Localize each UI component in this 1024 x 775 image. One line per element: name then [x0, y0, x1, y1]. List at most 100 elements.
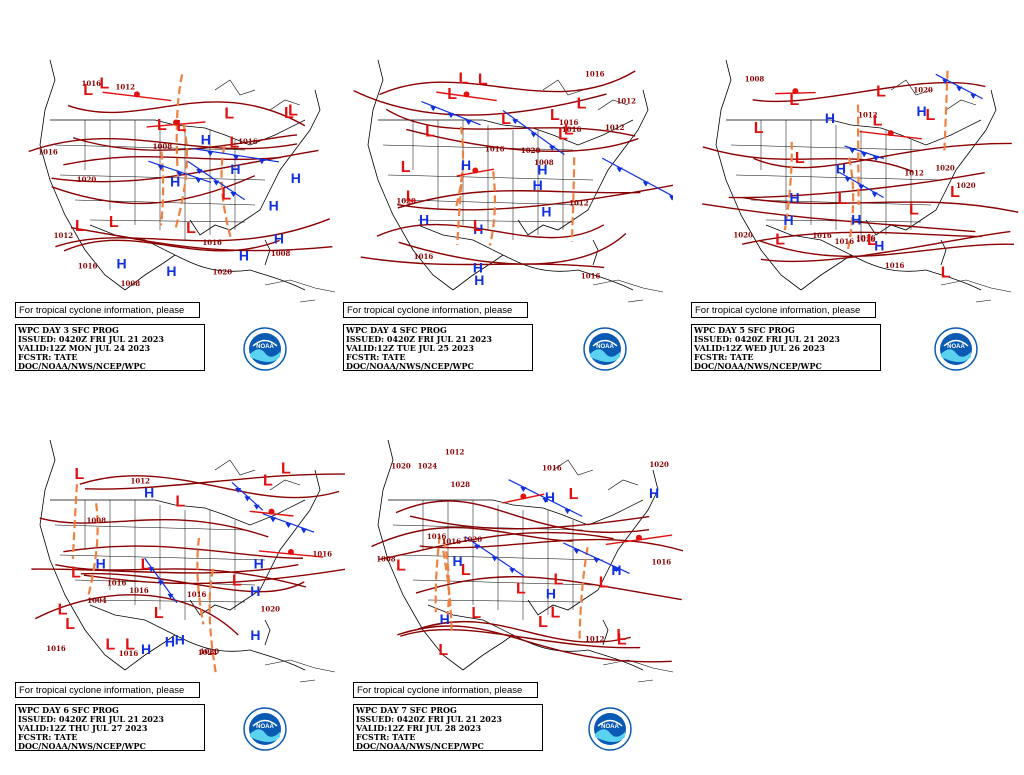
isobar-label: 1028	[451, 480, 471, 489]
cold-front-barb	[642, 181, 649, 187]
isobar-label: 1016	[542, 464, 562, 473]
isobar-label: 1016	[427, 532, 447, 541]
cold-front-barb	[593, 558, 600, 564]
cold-front-barb	[512, 119, 519, 125]
trough-line	[783, 141, 793, 231]
cold-front-barb	[430, 106, 437, 112]
isobar	[395, 500, 650, 534]
isobar-label: 1020	[956, 181, 976, 190]
low-pressure-marker: L	[795, 150, 805, 167]
trough-line	[159, 151, 165, 226]
noaa-logo: NOAA	[934, 327, 978, 371]
low-pressure-marker: L	[401, 159, 411, 176]
isobar-label: 1008	[534, 158, 554, 167]
trough-line	[220, 145, 233, 241]
cold-front-barb	[520, 487, 527, 493]
low-pressure-marker: L	[438, 642, 448, 659]
isobar-label: 1012	[858, 111, 878, 120]
isobar	[397, 190, 641, 209]
noaa-emblem-icon: NOAA	[243, 707, 287, 751]
isobar	[742, 196, 1019, 213]
low-pressure-marker: L	[458, 71, 468, 88]
low-pressure-marker: L	[554, 571, 564, 588]
prog-panel-day3: 1008 1008 1008 1012 1016 1020 1016 1020 1012 1016…	[15, 50, 345, 395]
noaa-logo-text: NOAA	[256, 724, 274, 730]
high-pressure-marker: H	[166, 263, 176, 279]
caribbean-islands	[592, 279, 664, 303]
prog-org: DOC/NOAA/NWS/NCEP/WPC	[356, 741, 484, 751]
prog-forecaster: FCSTR: TATE	[18, 732, 78, 742]
low-pressure-marker: L	[288, 102, 298, 119]
isobar	[400, 628, 641, 649]
isobar	[728, 172, 985, 199]
isobar-label: 1012	[54, 231, 74, 240]
trough-line	[196, 537, 205, 625]
low-pressure-marker: L	[950, 184, 960, 201]
caribbean-islands	[940, 279, 1012, 303]
isobar	[353, 90, 607, 116]
trough-line	[208, 568, 217, 674]
high-pressure-marker: H	[269, 197, 279, 213]
prog-org: DOC/NOAA/NWS/NCEP/WPC	[18, 361, 146, 371]
isobar	[79, 475, 340, 499]
isobar-label: 1012	[115, 83, 135, 92]
isobar	[397, 184, 673, 211]
state-boundary	[84, 500, 236, 620]
cold-front-barb	[474, 544, 481, 550]
warm-front-bump	[287, 548, 294, 555]
noaa-emblem-icon: NOAA	[934, 327, 978, 371]
isobar-label: 1016	[652, 557, 672, 566]
isobar-label: 1020	[521, 146, 541, 155]
isobar	[63, 239, 280, 252]
high-pressure-marker: H	[96, 555, 106, 571]
cold-front-barb	[195, 178, 202, 184]
isobar-label: 1016	[885, 261, 905, 270]
isobar	[34, 594, 239, 636]
trough-line	[578, 547, 589, 641]
isobar-label: 1012	[616, 96, 636, 105]
isobar	[752, 81, 986, 103]
cold-front-barb	[270, 517, 277, 523]
isobar-label: 1008	[271, 249, 291, 258]
coastline	[367, 59, 649, 291]
cold-front-barb	[258, 159, 265, 165]
noaa-logo-text: NOAA	[596, 344, 614, 350]
prog-info-box: WPC DAY 6 SFC PROG ISSUED: 0420Z FRI JUL…	[15, 704, 205, 751]
high-pressure-marker: H	[851, 211, 861, 227]
prog-title: WPC DAY 4 SFC PROG	[346, 325, 447, 335]
low-pressure-marker: L	[550, 107, 560, 124]
great-lakes	[542, 79, 629, 111]
cold-front-barb	[871, 192, 878, 198]
isobar	[376, 223, 605, 239]
isobar-label: 1020	[935, 164, 955, 173]
cold-front-barb	[157, 580, 164, 586]
high-pressure-marker: H	[836, 161, 846, 177]
warm-front-bump	[463, 91, 470, 98]
tropical-cyclone-note: For tropical cyclone information, please…	[15, 302, 200, 318]
great-lakes	[890, 79, 977, 111]
low-pressure-marker: L	[925, 107, 935, 124]
low-pressure-marker: L	[564, 122, 574, 139]
high-pressure-marker: H	[916, 103, 926, 119]
cold-front-barb	[176, 171, 183, 177]
isobar	[378, 531, 614, 561]
warm-front-bump	[472, 167, 479, 174]
isobar-label: 1012	[904, 168, 924, 177]
isobar-label: 1016	[856, 235, 876, 244]
isobar-label: 1012	[569, 198, 589, 207]
prog-info-box: WPC DAY 4 SFC PROG ISSUED: 0420Z FRI JUL…	[343, 324, 533, 371]
surface-map-day6: 1024102010161016100410081012101610161016…	[31, 439, 345, 683]
cold-front-barb	[167, 593, 174, 599]
cold-front-barb	[613, 567, 620, 573]
isobar-label: 1004	[87, 596, 107, 605]
country-border	[388, 499, 644, 636]
low-pressure-marker: L	[106, 637, 116, 654]
isobar	[409, 515, 650, 530]
cold-front-barb	[573, 549, 580, 555]
isobar-label: 1024	[198, 648, 218, 657]
isobar-label: 1008	[376, 554, 396, 563]
high-pressure-marker: H	[783, 212, 793, 228]
caribbean-islands	[602, 659, 674, 683]
prog-panel-day4: 1012 1016 1008 1012 1020 1016 1016 1012 1016 1020…	[343, 50, 673, 395]
noaa-emblem-icon: NOAA	[243, 327, 287, 371]
